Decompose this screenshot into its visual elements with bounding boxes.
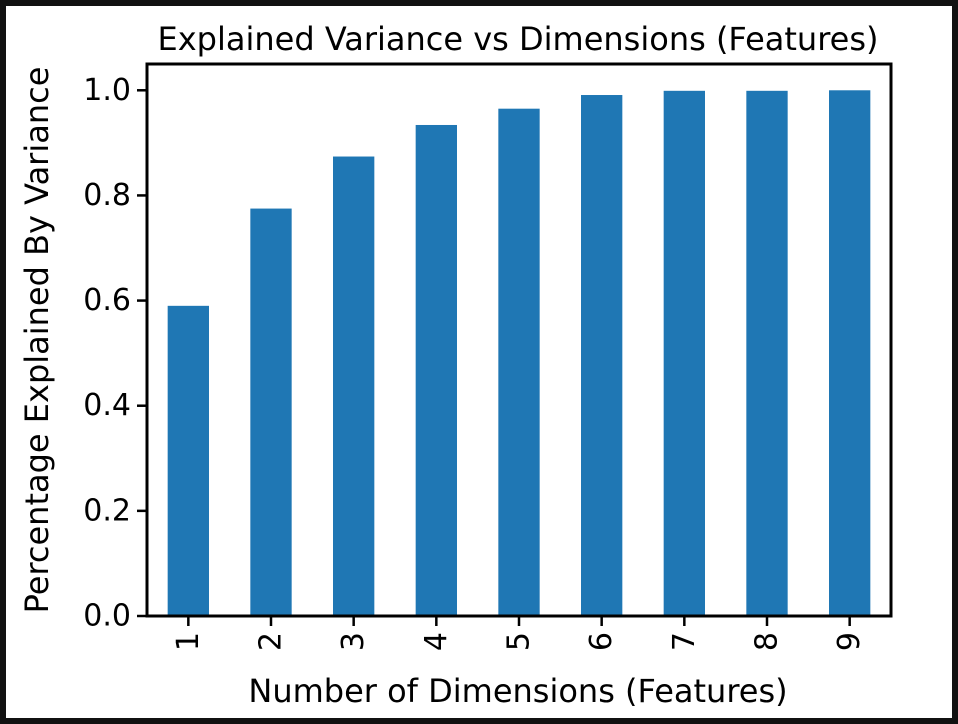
bar-3 <box>333 156 375 617</box>
plot-area: 1 2 3 4 5 6 7 8 9 0.0 0.2 0.4 0.6 0.8 1.0 <box>83 73 871 651</box>
y-tick-label-0.0: 0.0 <box>83 599 131 634</box>
x-tick-label-5: 5 <box>502 632 537 651</box>
x-tick-label-4: 4 <box>419 632 454 651</box>
x-tick-label-8: 8 <box>750 632 785 651</box>
bar-1 <box>167 305 209 616</box>
y-tick-label-0.8: 0.8 <box>83 178 131 213</box>
y-axis-label: Percentage Explained By Variance <box>18 67 56 614</box>
x-tick-label-6: 6 <box>584 632 619 651</box>
y-tick-label-1.0: 1.0 <box>83 73 131 108</box>
bar-7 <box>663 90 705 617</box>
x-tick-label-9: 9 <box>832 632 867 651</box>
bar-5 <box>498 108 540 616</box>
figure-background <box>6 6 952 718</box>
axes-frame <box>145 62 893 618</box>
bar-2 <box>250 208 292 617</box>
x-tick-label-3: 3 <box>336 632 371 651</box>
x-axis-label: Number of Dimensions (Features) <box>248 672 787 710</box>
x-tick-label-2: 2 <box>254 632 289 651</box>
bar-6 <box>581 95 623 616</box>
y-tick-label-0.2: 0.2 <box>83 493 131 528</box>
y-tick-label-0.4: 0.4 <box>83 388 131 423</box>
x-tick-label-7: 7 <box>667 632 702 651</box>
x-tick-label-1: 1 <box>171 632 206 651</box>
bar-8 <box>746 90 788 617</box>
bar-4 <box>415 124 457 617</box>
chart-title: Explained Variance vs Dimensions (Featur… <box>158 20 879 58</box>
bar-9 <box>829 90 871 617</box>
y-tick-label-0.6: 0.6 <box>83 283 131 318</box>
